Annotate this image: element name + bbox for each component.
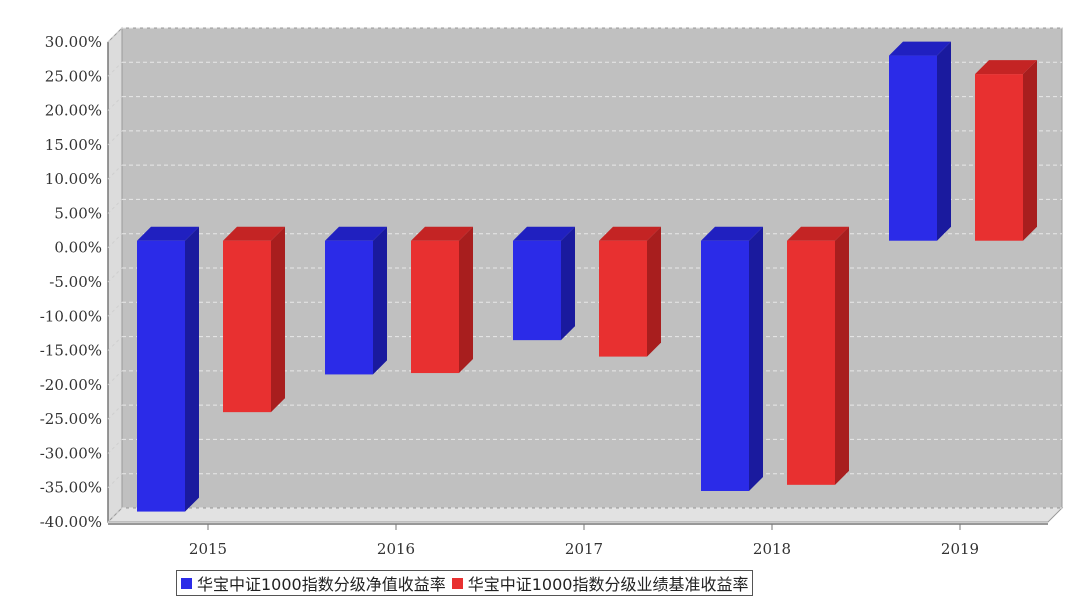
bar-front <box>411 240 459 374</box>
bar-front <box>223 240 271 413</box>
bars <box>137 41 1037 512</box>
y-tick-label: 15.00% <box>45 136 102 154</box>
x-tick-label: 2019 <box>941 540 979 558</box>
x-tick-label: 2015 <box>189 540 227 558</box>
y-tick-label: 10.00% <box>45 170 102 188</box>
bar-top <box>787 226 849 241</box>
legend-item-series-1: 华宝中证1000指数分级净值收益率 <box>181 571 446 595</box>
bar-series-1-2019 <box>889 41 951 241</box>
y-tick-label: -30.00% <box>40 444 102 462</box>
bar-front <box>701 240 749 491</box>
legend-swatch-series-2 <box>451 577 463 589</box>
y-tick-label: -40.00% <box>40 513 102 531</box>
bar-top <box>411 226 473 241</box>
legend-label-series-1: 华宝中证1000指数分级净值收益率 <box>197 575 446 594</box>
bar-front <box>787 240 835 485</box>
bar-top <box>599 226 661 241</box>
x-tick-label: 2016 <box>377 540 415 558</box>
bar-series-1-2015 <box>137 226 199 512</box>
x-axis-ticks: 2015 2016 2017 2018 2019 <box>189 524 979 558</box>
y-tick-label: -25.00% <box>40 410 102 428</box>
y-tick-label: -10.00% <box>40 307 102 325</box>
bar-series-2-2016 <box>411 226 473 374</box>
plot-floor <box>106 507 1064 523</box>
bar-side <box>749 226 763 491</box>
x-tick-label: 2018 <box>753 540 791 558</box>
x-tick-label: 2017 <box>565 540 603 558</box>
bar-series-2-2015 <box>223 226 285 413</box>
y-tick-label: -15.00% <box>40 342 102 360</box>
y-axis-ticks: 30.00% 25.00% 20.00% 15.00% 10.00% 5.00% 0.00%… <box>40 33 102 531</box>
bar-front <box>137 240 185 512</box>
bar-series-2-2018 <box>787 226 849 485</box>
bar-side <box>937 41 951 241</box>
bar-side <box>1023 60 1037 241</box>
bar-side <box>271 226 285 413</box>
legend-label-series-2: 华宝中证1000指数分级业绩基准收益率 <box>467 575 749 594</box>
bar-side <box>459 226 473 374</box>
bar-series-1-2016 <box>325 226 387 375</box>
bar-side <box>373 226 387 375</box>
bar-front <box>513 240 561 341</box>
bar-top <box>325 226 387 241</box>
bar-side <box>647 226 661 357</box>
y-tick-label: 30.00% <box>45 33 102 51</box>
y-tick-label: -5.00% <box>49 273 102 291</box>
bar-side <box>185 226 199 512</box>
y-tick-label: 5.00% <box>54 204 102 222</box>
bar-series-2-2017 <box>599 226 661 357</box>
bar-side <box>561 226 575 341</box>
bar-front <box>975 74 1023 241</box>
plot-left-wall <box>107 26 123 524</box>
bar-top <box>513 226 575 241</box>
bar-top <box>889 41 951 56</box>
y-tick-label: -35.00% <box>40 479 102 497</box>
bar-top <box>701 226 763 241</box>
legend-item-series-2: 华宝中证1000指数分级业绩基准收益率 <box>451 571 749 595</box>
bar-series-1-2017 <box>513 226 575 341</box>
y-tick-label: -20.00% <box>40 376 102 394</box>
bar-series-1-2018 <box>701 226 763 491</box>
bar-front <box>599 240 647 357</box>
bar-top <box>137 226 199 241</box>
legend-swatch-series-1 <box>181 577 192 589</box>
bar-front <box>325 240 373 375</box>
bar-front <box>889 55 937 241</box>
y-tick-label: 25.00% <box>45 67 102 85</box>
y-tick-label: 0.00% <box>54 239 102 257</box>
bar-top <box>975 60 1037 75</box>
y-tick-label: 20.00% <box>45 102 102 120</box>
bar-top <box>223 226 285 241</box>
legend: 华宝中证1000指数分级净值收益率 华宝中证1000指数分级业绩基准收益率 <box>176 570 754 596</box>
bar-side <box>835 226 849 485</box>
bar-series-2-2019 <box>975 60 1037 241</box>
